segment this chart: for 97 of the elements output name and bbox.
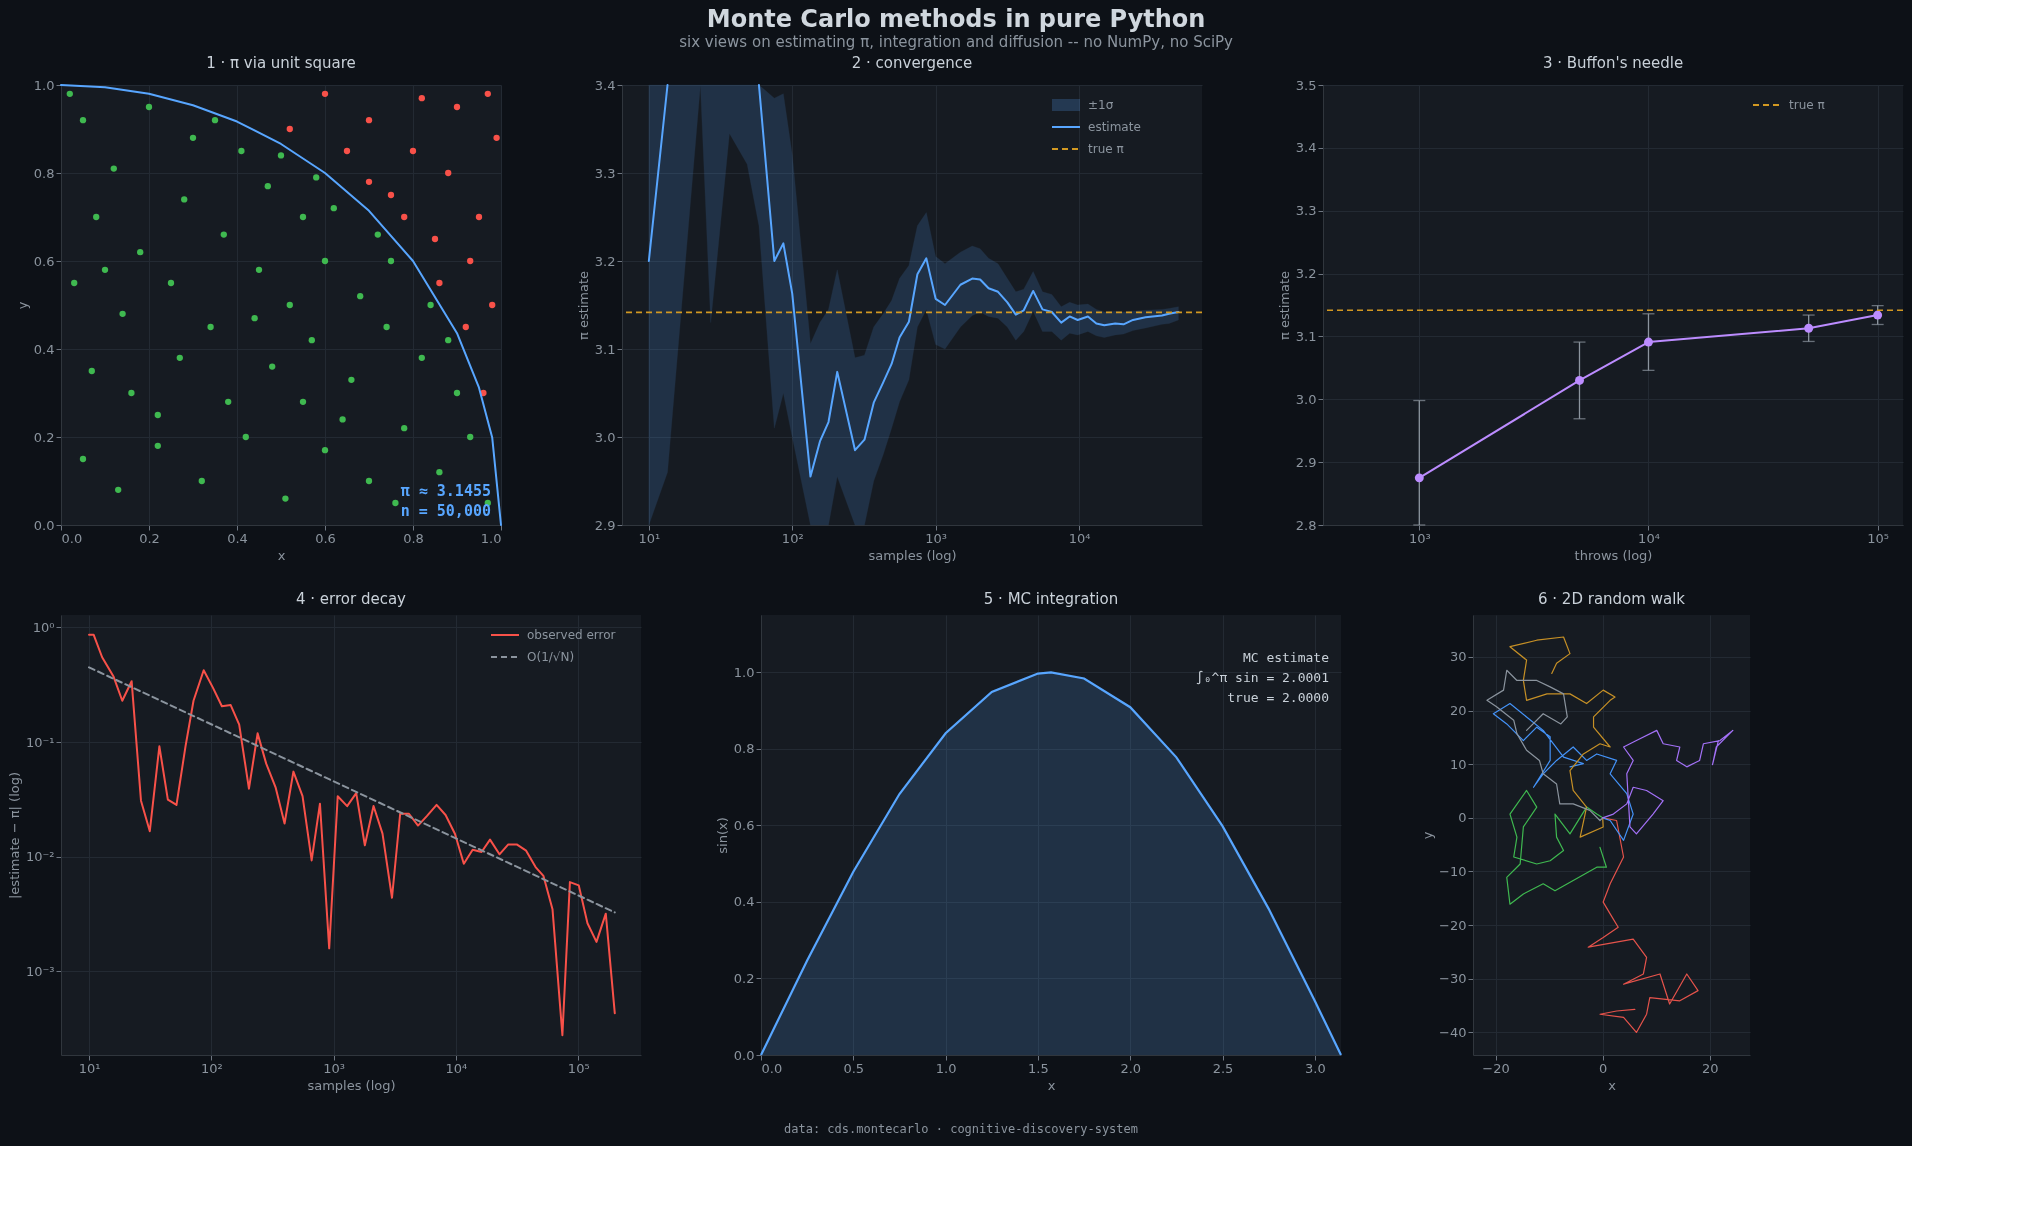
y-tick-label: 1.0 (733, 664, 755, 680)
x-tick-label: 0.5 (843, 1060, 865, 1076)
x-tick-label: 0 (1599, 1060, 1608, 1076)
x-tick-label: 10³ (1408, 530, 1431, 546)
y-tick-label: 3.1 (594, 341, 616, 357)
legend-label: estimate (1088, 120, 1141, 134)
y-tick-label: 20 (1449, 703, 1467, 719)
y-tick-label: 3.2 (1295, 266, 1317, 282)
y-tick-label: 3.3 (594, 165, 616, 181)
chart-title: 3 · Buffon's needle (1542, 54, 1684, 72)
chart-title: 1 · π via unit square (206, 54, 356, 72)
y-tick-label: 3.2 (594, 253, 616, 269)
x-tick-label: −20 (1482, 1060, 1510, 1076)
chart-title: 2 · convergence (851, 54, 973, 72)
y-axis-title: π estimate (1276, 270, 1292, 341)
x-tick-label: 10⁵ (1867, 530, 1890, 546)
y-tick-label: 0.8 (33, 165, 55, 181)
y-axis-title: π estimate (575, 270, 591, 341)
x-tick-label: 10⁴ (1638, 530, 1660, 546)
y-tick-label: 10⁰ (32, 619, 55, 635)
x-axis-title: x (277, 547, 286, 563)
x-tick-label: 10⁴ (1068, 530, 1091, 546)
x-tick-label: 1.0 (480, 530, 502, 546)
y-tick-label: 3.0 (1295, 391, 1317, 407)
y-axis-title: |estimate − π| (log) (6, 771, 22, 900)
y-tick-label: 3.5 (1295, 77, 1317, 93)
y-tick-label: 0.6 (733, 817, 755, 833)
y-tick-label: 2.8 (1295, 517, 1317, 533)
y-tick-label: −30 (1439, 971, 1467, 987)
y-tick-label: 2.9 (594, 517, 616, 533)
x-tick-label: 20 (1702, 1060, 1719, 1076)
y-tick-label: 0.4 (733, 894, 755, 910)
x-tick-label: 10³ (323, 1060, 346, 1076)
y-tick-label: 0.2 (33, 429, 55, 445)
chart-title: 4 · error decay (296, 590, 407, 608)
y-tick-label: 30 (1449, 649, 1467, 665)
annotation: π ≈ 3.1455 (400, 482, 491, 500)
x-tick-label: 0.0 (761, 1060, 783, 1076)
y-tick-label: 1.0 (33, 77, 55, 93)
x-tick-label: 1.5 (1028, 1060, 1049, 1076)
y-tick-label: −40 (1439, 1024, 1467, 1040)
y-tick-label: 3.4 (1295, 140, 1317, 156)
y-tick-label: 2.9 (1295, 454, 1317, 470)
text: data: cds.montecarlo · cognitive-discovery-system (783, 1122, 1139, 1136)
annotation: MC estimate (1242, 650, 1330, 665)
y-tick-label: 0 (1458, 810, 1467, 826)
y-axis-title: sin(x) (714, 817, 730, 854)
annotation: n = 50,000 (400, 502, 491, 520)
annotation: ±1σ (1088, 98, 1114, 112)
y-tick-label: 3.4 (594, 77, 616, 93)
y-tick-label: 0.4 (33, 341, 55, 357)
text: Monte Carlo methods in pure Python (706, 5, 1206, 33)
x-tick-label: 0.0 (61, 530, 83, 546)
annotation: ∫₀^π sin = 2.0001 (1195, 670, 1329, 685)
x-tick-label: 2.0 (1120, 1060, 1142, 1076)
chart-title: 6 · 2D random walk (1538, 590, 1686, 608)
x-tick-label: 10⁵ (567, 1060, 590, 1076)
y-tick-label: 3.0 (594, 429, 616, 445)
x-tick-label: 0.4 (227, 530, 248, 546)
x-tick-label: 10¹ (78, 1060, 101, 1076)
x-axis-title: x (1608, 1077, 1617, 1093)
x-tick-label: 10² (200, 1060, 223, 1076)
y-axis-title: y (1420, 831, 1436, 840)
y-tick-label: 10⁻¹ (25, 734, 55, 750)
x-tick-label: 0.6 (315, 530, 336, 546)
text: six views on estimating π, integration and diffusion -- no NumPy, no SciPy (679, 33, 1234, 51)
y-tick-label: 0.2 (733, 970, 755, 986)
y-tick-label: 0.6 (33, 253, 55, 269)
y-tick-label: 3.1 (1295, 328, 1317, 344)
x-tick-label: 10⁴ (445, 1060, 468, 1076)
y-tick-label: 10 (1449, 756, 1467, 772)
x-tick-label: 1.0 (935, 1060, 957, 1076)
legend-label: observed error (527, 628, 616, 642)
x-axis-title: samples (log) (307, 1077, 396, 1093)
x-tick-label: 0.8 (403, 530, 424, 546)
x-tick-label: 10¹ (638, 530, 661, 546)
x-axis-title: samples (log) (868, 547, 957, 563)
x-tick-label: 0.2 (139, 530, 160, 546)
x-tick-label: 2.5 (1212, 1060, 1234, 1076)
y-tick-label: −10 (1439, 863, 1467, 879)
legend-label: true π (1088, 142, 1124, 156)
y-tick-label: 10⁻² (25, 849, 55, 865)
legend-label: true π (1789, 98, 1825, 112)
y-tick-label: −20 (1439, 917, 1467, 933)
legend-label: O(1/√N) (527, 650, 575, 664)
y-axis-title: y (14, 301, 30, 310)
y-tick-label: 0.0 (33, 517, 55, 533)
x-tick-label: 10² (781, 530, 804, 546)
x-tick-label: 10³ (925, 530, 948, 546)
y-tick-label: 3.3 (1295, 203, 1317, 219)
y-tick-label: 10⁻³ (25, 963, 55, 979)
x-axis-title: x (1047, 1077, 1056, 1093)
y-tick-label: 0.8 (733, 741, 755, 757)
annotation: true = 2.0000 (1227, 690, 1329, 705)
x-axis-title: throws (log) (1574, 547, 1653, 563)
chart-title: 5 · MC integration (983, 590, 1119, 608)
y-tick-label: 0.0 (733, 1047, 755, 1063)
